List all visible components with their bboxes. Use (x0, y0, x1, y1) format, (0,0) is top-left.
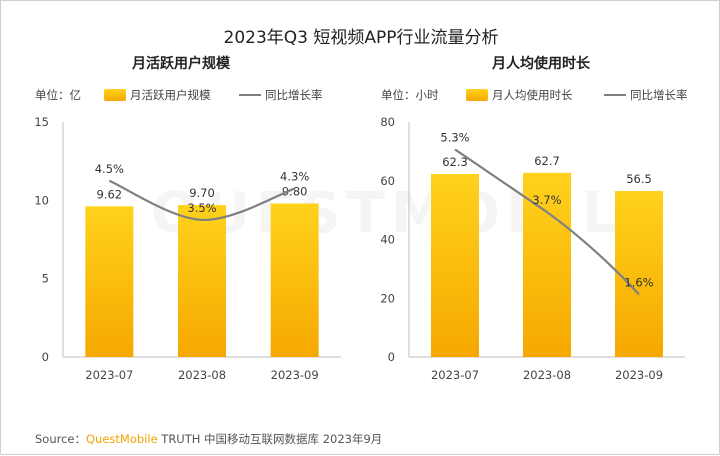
x-tick-label: 2023-08 (523, 368, 571, 382)
unit-label: 单位：小时 (381, 88, 439, 102)
x-tick-label: 2023-09 (615, 368, 663, 382)
y-tick-label: 0 (42, 350, 49, 364)
source-note: Source：QuestMobile TRUTH 中国移动互联网数据库 2023… (35, 431, 382, 447)
bar-value-label: 62.7 (534, 154, 560, 168)
bar-value-label: 9.62 (97, 187, 123, 201)
page-title: 2023年Q3 短视频APP行业流量分析 (223, 28, 499, 48)
x-tick-label: 2023-07 (85, 368, 133, 382)
y-tick-label: 60 (380, 174, 395, 188)
growth-rate-label: 3.5% (187, 201, 216, 215)
y-tick-label: 0 (388, 350, 395, 364)
legend-bar-label: 月人均使用时长 (492, 88, 573, 102)
source-prefix: Source： (35, 432, 86, 446)
bar (523, 172, 571, 357)
source-text: TRUTH 中国移动互联网数据库 2023年9月 (157, 432, 383, 446)
growth-rate-label: 1.6% (624, 275, 653, 289)
y-tick-label: 40 (380, 233, 395, 247)
growth-rate-label: 4.3% (280, 170, 309, 184)
bar (615, 191, 663, 357)
bar-value-label: 62.3 (442, 155, 468, 169)
legend-bar-swatch (104, 89, 126, 101)
legend-bar-label: 月活跃用户规模 (130, 88, 211, 102)
bar-value-label: 9.80 (282, 184, 308, 198)
panel-title: 月活跃用户规模 (131, 55, 231, 72)
x-tick-label: 2023-07 (431, 368, 479, 382)
legend-line-label: 同比增长率 (630, 88, 688, 102)
panel-title: 月人均使用时长 (491, 55, 591, 72)
bar-value-label: 56.5 (626, 172, 652, 186)
growth-rate-line (108, 179, 296, 222)
bar (85, 206, 134, 357)
bar (431, 173, 479, 357)
legend-bar-swatch (466, 89, 488, 101)
legend-line-label: 同比增长率 (265, 88, 323, 102)
growth-rate-label: 3.7% (532, 193, 561, 207)
source-brand: QuestMobile (86, 432, 158, 446)
growth-rate-line (454, 148, 640, 296)
growth-rate-label: 4.5% (95, 162, 124, 176)
bar (270, 203, 319, 357)
bar (178, 205, 226, 357)
y-tick-label: 10 (34, 193, 49, 207)
y-tick-label: 5 (42, 272, 49, 286)
unit-label: 单位：亿 (35, 88, 81, 102)
x-tick-label: 2023-09 (271, 368, 319, 382)
growth-rate-label: 5.3% (440, 130, 469, 144)
x-tick-label: 2023-08 (178, 368, 226, 382)
bar-value-label: 9.70 (189, 186, 215, 200)
y-tick-label: 80 (380, 115, 395, 129)
y-tick-label: 15 (34, 115, 49, 129)
y-tick-label: 20 (380, 291, 395, 305)
